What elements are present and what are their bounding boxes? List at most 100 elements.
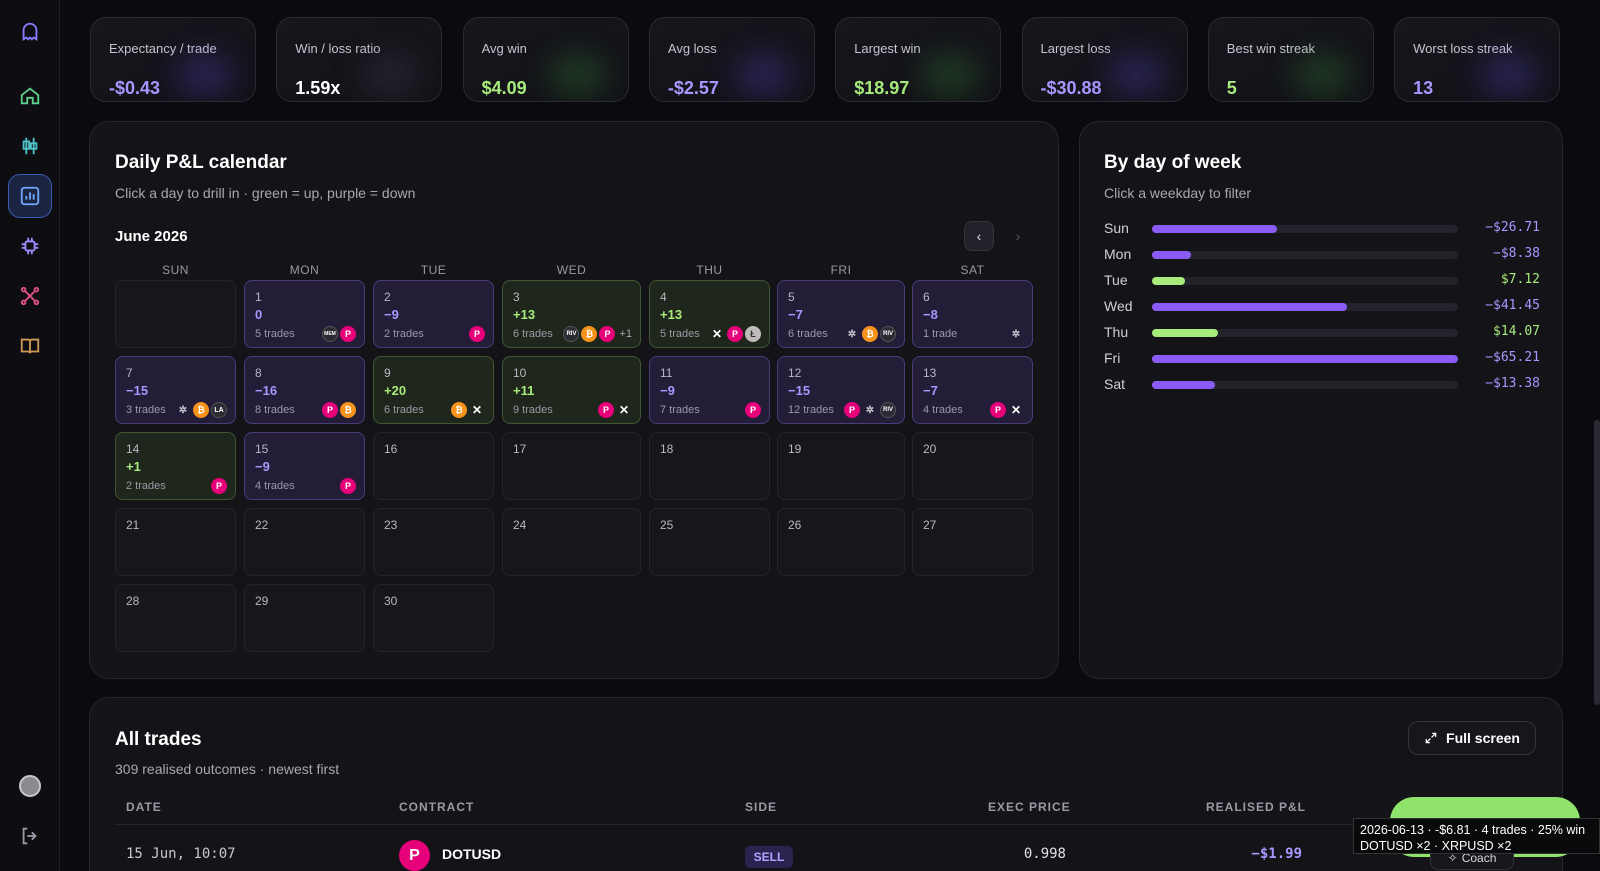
weekday-bar (1152, 225, 1278, 233)
weekday-bar (1152, 381, 1215, 389)
day-number: 27 (923, 518, 937, 532)
avatar[interactable] (8, 764, 52, 808)
book-icon[interactable] (8, 324, 52, 368)
day-number: 21 (126, 518, 140, 532)
calendar-day[interactable]: 13 −7 4 trades P ✕ (912, 356, 1033, 424)
weekday-header: THU (696, 263, 723, 277)
calendar-day[interactable]: 3 +13 6 trades RIV ₿ P +1 (502, 280, 641, 348)
calendar-day[interactable]: 4 +13 5 trades ✕ P Ł (649, 280, 770, 348)
day-number: 11 (660, 366, 673, 380)
btc-coin-icon: ₿ (451, 402, 467, 418)
weekday-label: Thu (1104, 324, 1129, 340)
dot-coin-icon: P (990, 402, 1006, 418)
weekday-bar-row[interactable]: Fri −$65.21 (1104, 349, 1540, 369)
day-trade-count: 2 trades (384, 328, 424, 340)
calendar-day[interactable]: 19 (777, 432, 905, 500)
stat-value: 5 (1226, 78, 1237, 98)
btc-coin-icon: ₿ (340, 402, 356, 418)
weekday-bar-row[interactable]: Sat −$13.38 (1104, 375, 1540, 395)
calendar-day[interactable]: 14 +1 2 trades P (115, 432, 236, 500)
weekday-label: Mon (1104, 246, 1132, 262)
btc-coin-icon: ₿ (862, 326, 878, 342)
day-pnl: −8 (923, 307, 938, 322)
day-number: 2 (384, 290, 391, 304)
weekday-amount: $14.07 (1493, 324, 1540, 339)
calendar-day[interactable]: 23 (373, 508, 494, 576)
stat-value: $18.97 (854, 78, 910, 98)
next-month-button[interactable]: › (1015, 228, 1021, 244)
day-trade-count: 1 trade (923, 328, 958, 340)
calendar-day[interactable]: 21 (115, 508, 236, 576)
calendar-day[interactable]: 8 −16 8 trades P ₿ (244, 356, 365, 424)
calendar-day[interactable]: 6 −8 1 trade ✲ (912, 280, 1033, 348)
sidebar (0, 0, 60, 871)
prev-month-button[interactable]: ‹ (964, 221, 994, 251)
home-icon[interactable] (8, 74, 52, 118)
coach-label: Coach (1461, 851, 1497, 865)
calendar-day[interactable]: 17 (502, 432, 641, 500)
calendar-day[interactable]: 1 0 5 trades MEM P (244, 280, 365, 348)
calendar-day[interactable]: 20 (912, 432, 1033, 500)
logout-icon[interactable] (8, 814, 52, 858)
dot-coin-icon: P (340, 478, 356, 494)
day-number: 14 (126, 442, 140, 456)
col-contract[interactable]: CONTRACT (399, 800, 475, 814)
dot-coin-icon: P (745, 402, 761, 418)
calendar-day[interactable]: 12 −15 12 trades P ✲ RIV (777, 356, 905, 424)
day-trade-count: 5 trades (255, 328, 295, 340)
sol-coin-icon: ✲ (1011, 328, 1021, 340)
weekday-bar-row[interactable]: Tue $7.12 (1104, 271, 1540, 291)
calendar-day[interactable]: 30 (373, 584, 494, 652)
day-number: 28 (126, 594, 140, 608)
calendar-day[interactable]: 18 (649, 432, 770, 500)
calendar-day[interactable]: 27 (912, 508, 1033, 576)
calendar-day[interactable]: 25 (649, 508, 770, 576)
calendar-day[interactable]: 28 (115, 584, 236, 652)
weekday-bar-row[interactable]: Mon −$8.38 (1104, 245, 1540, 265)
day-trade-count: 2 trades (126, 480, 166, 492)
polkadot-icon: P (399, 840, 430, 871)
candles-icon[interactable] (8, 124, 52, 168)
calendar-day[interactable]: 7 −15 3 trades ✲ ₿ LA (115, 356, 236, 424)
col-side[interactable]: SIDE (745, 800, 778, 814)
day-pnl: +13 (513, 307, 536, 322)
stat-value: 1.59x (295, 78, 341, 98)
weekday-label: Tue (1104, 272, 1128, 288)
stat-card: Avg loss -$2.57 (648, 17, 815, 102)
weekday-bar-row[interactable]: Wed −$41.45 (1104, 297, 1540, 317)
network-icon[interactable] (8, 274, 52, 318)
col-exec-price[interactable]: EXEC PRICE (988, 800, 1071, 814)
day-number: 17 (513, 442, 527, 456)
day-number: 22 (255, 518, 269, 532)
weekday-bar (1152, 329, 1219, 337)
calendar-day[interactable]: 11 −9 7 trades P (649, 356, 770, 424)
col-realised-pnl[interactable]: REALISED P&L (1206, 800, 1307, 814)
analytics-icon[interactable] (8, 174, 52, 218)
weekday-bar-row[interactable]: Sun −$26.71 (1104, 219, 1540, 239)
stat-value: -$2.57 (667, 78, 719, 98)
calendar-day[interactable]: 9 +20 6 trades ₿ ✕ (373, 356, 494, 424)
scrollbar-thumb[interactable] (1594, 420, 1600, 705)
col-date[interactable]: DATE (126, 800, 162, 814)
stat-label: Best win streak (1226, 41, 1315, 56)
calendar-day[interactable]: 2 −9 2 trades P (373, 280, 494, 348)
calendar-day[interactable]: 22 (244, 508, 365, 576)
day-number: 7 (126, 366, 133, 380)
weekday-bar-track (1152, 329, 1458, 337)
day-number: 16 (384, 442, 398, 456)
weekday-bar-row[interactable]: Thu $14.07 (1104, 323, 1540, 343)
day-trade-count: 8 trades (255, 404, 295, 416)
day-asset-icons: MEM P (322, 326, 356, 342)
fullscreen-button[interactable]: Full screen (1408, 721, 1536, 755)
calendar-day[interactable]: 15 −9 4 trades P (244, 432, 365, 500)
calendar-day[interactable]: 26 (777, 508, 905, 576)
app-logo-icon[interactable] (8, 10, 52, 54)
calendar-day[interactable]: 29 (244, 584, 365, 652)
calendar-day[interactable]: 24 (502, 508, 641, 576)
calendar-subtitle: Click a day to drill in · green = up, pu… (115, 185, 416, 201)
day-asset-icons: P ₿ (322, 402, 356, 418)
calendar-day[interactable]: 10 +11 9 trades P ✕ (502, 356, 641, 424)
calendar-day[interactable]: 5 −7 6 trades ✲ ₿ RIV (777, 280, 905, 348)
chip-icon[interactable] (8, 224, 52, 268)
calendar-day[interactable]: 16 (373, 432, 494, 500)
